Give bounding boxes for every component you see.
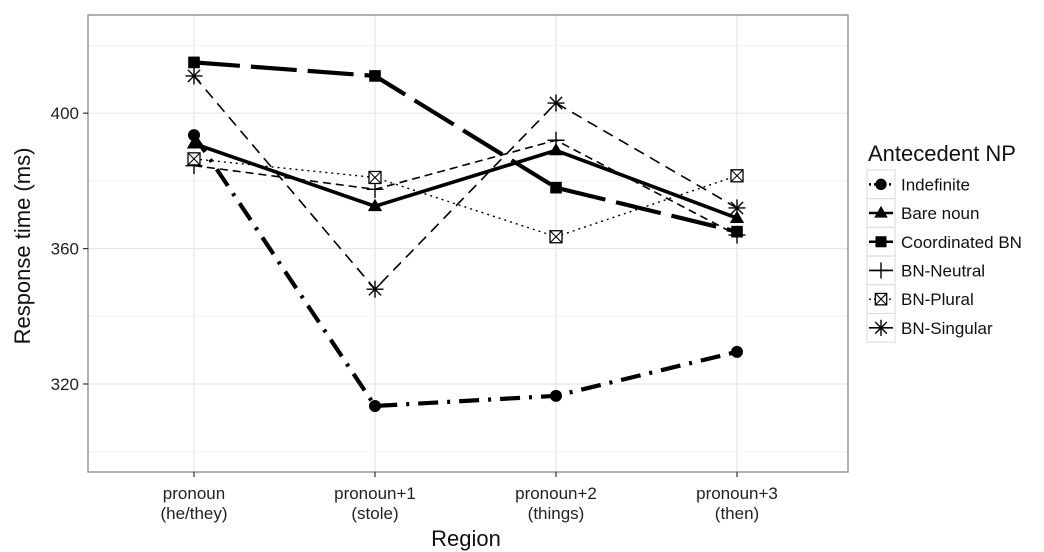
series-line [192,134,738,409]
legend-label: Coordinated BN [901,233,1022,252]
data-point [874,205,888,218]
y-tick-label: 320 [51,375,79,394]
legend-title: Antecedent NP [868,141,1016,166]
series-bn-plural [187,152,744,244]
y-tick-label: 360 [51,240,79,259]
legend-item: Bare noun [866,198,979,228]
series-line [193,60,738,234]
data-point [872,262,890,279]
data-point [549,230,563,244]
series-bare-noun [186,136,745,223]
data-point [369,70,381,82]
data-point [875,236,887,248]
data-point [730,169,744,183]
data-point [369,399,381,412]
legend-item: BN-Plural [866,284,974,314]
data-point [186,136,202,149]
plot-background [88,15,848,472]
data-point [367,198,383,212]
x-axis-title: Region [431,526,501,551]
data-point [366,280,384,298]
data-point [188,129,200,142]
legend-label: Indefinite [901,175,970,194]
legend-label: BN-Plural [901,290,974,309]
series-line [193,158,738,238]
legend: Antecedent NP Indefinite Bare noun Coordin… [866,141,1022,343]
x-axis: pronoun(he/they) pronoun+1(stole) pronoun+… [160,472,778,523]
y-axis-title: Response time (ms) [10,148,35,345]
legend-label: BN-Singular [901,319,993,338]
series-coordinated-bn [188,56,743,238]
legend-label: BN-Neutral [901,261,985,280]
x-tick-label: (stole) [351,504,398,523]
data-point [731,345,743,358]
x-tick-label: pronoun [163,484,225,503]
legend-item: Coordinated BN [866,226,1022,257]
legend-item: BN-Neutral [866,255,985,286]
legend-label: Bare noun [901,204,979,223]
series-bn-neutral [185,131,746,244]
series-indefinite [188,129,743,412]
data-point [185,67,203,85]
x-tick-label: pronoun+3 [696,484,778,503]
legend-item: Indefinite [866,169,970,200]
series-bn-singular [185,67,746,298]
series-line [193,141,738,220]
data-point [187,152,201,166]
x-tick-label: (he/they) [160,504,227,523]
data-point [368,170,382,185]
data-point [548,142,564,156]
x-tick-label: (then) [715,504,759,523]
series-layer [185,56,746,412]
plot-panel [87,14,849,473]
data-point [875,178,887,191]
data-point [547,94,565,112]
data-point [729,210,745,223]
plot-border [87,14,849,473]
series-line [193,139,738,236]
legend-item: BN-Singular [866,313,993,343]
data-point [872,319,890,336]
data-point [550,389,562,402]
data-point [550,181,562,194]
x-tick-label: (things) [528,504,585,523]
x-tick-label: pronoun+1 [334,484,416,503]
data-point [731,225,743,238]
data-point [874,292,888,306]
data-point [188,56,200,69]
x-tick-label: pronoun+2 [515,484,597,503]
y-tick-label: 400 [51,104,79,123]
y-axis: 320 360 400 [51,104,88,394]
